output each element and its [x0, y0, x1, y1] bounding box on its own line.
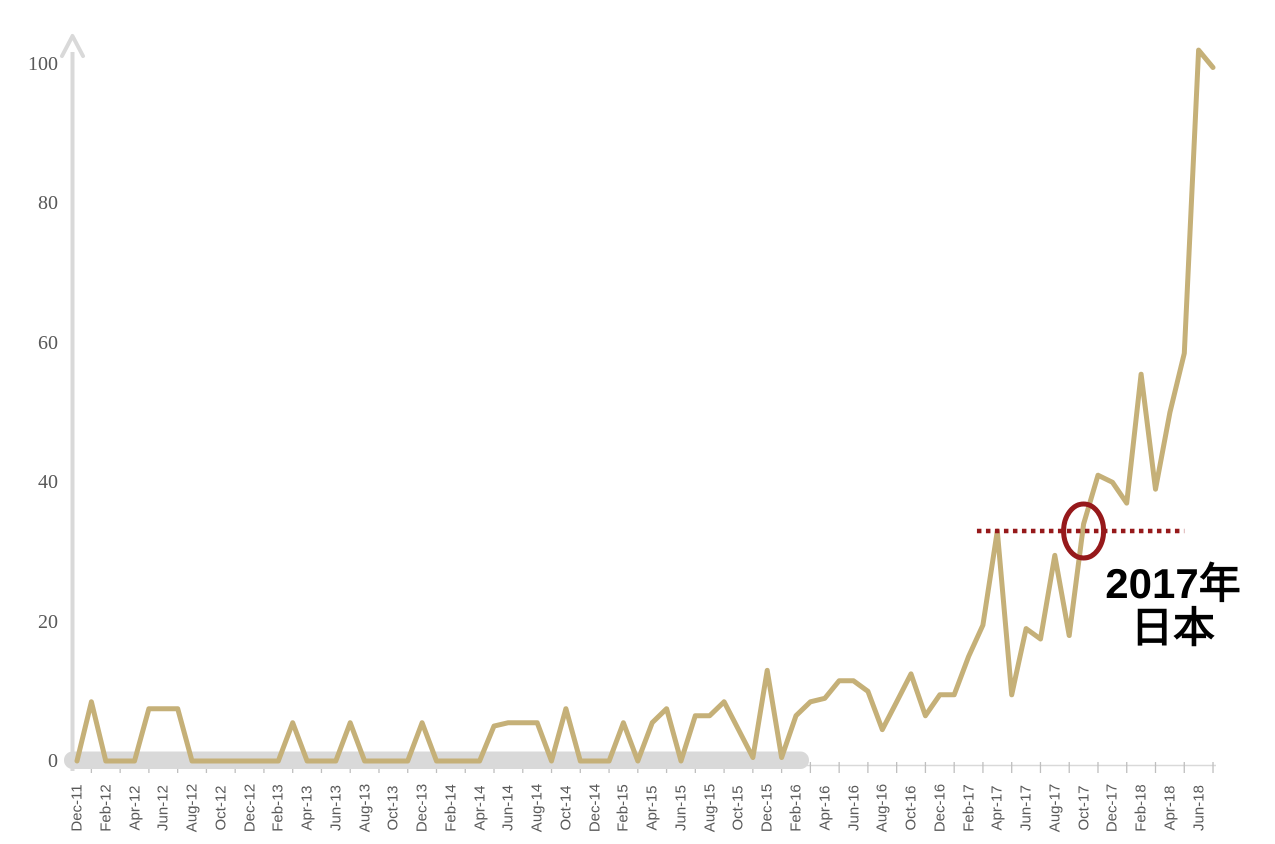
y-tick-label: 40 [38, 471, 58, 494]
y-tick-label: 0 [48, 750, 58, 772]
y-axis-arrow-icon [60, 34, 85, 58]
annotation-line2: 日本 [1130, 604, 1215, 651]
y-tick-label: 100 [28, 53, 58, 75]
y-tick-label: 80 [38, 192, 58, 215]
series-line [74, 47, 1216, 764]
annotation-line1: 2017年 [1105, 560, 1241, 607]
annotation-text: 2017年 日本 [1096, 562, 1250, 650]
y-tick-label: 60 [38, 331, 58, 354]
y-tick-label: 20 [38, 610, 58, 633]
highlight-ellipse [1061, 501, 1107, 561]
